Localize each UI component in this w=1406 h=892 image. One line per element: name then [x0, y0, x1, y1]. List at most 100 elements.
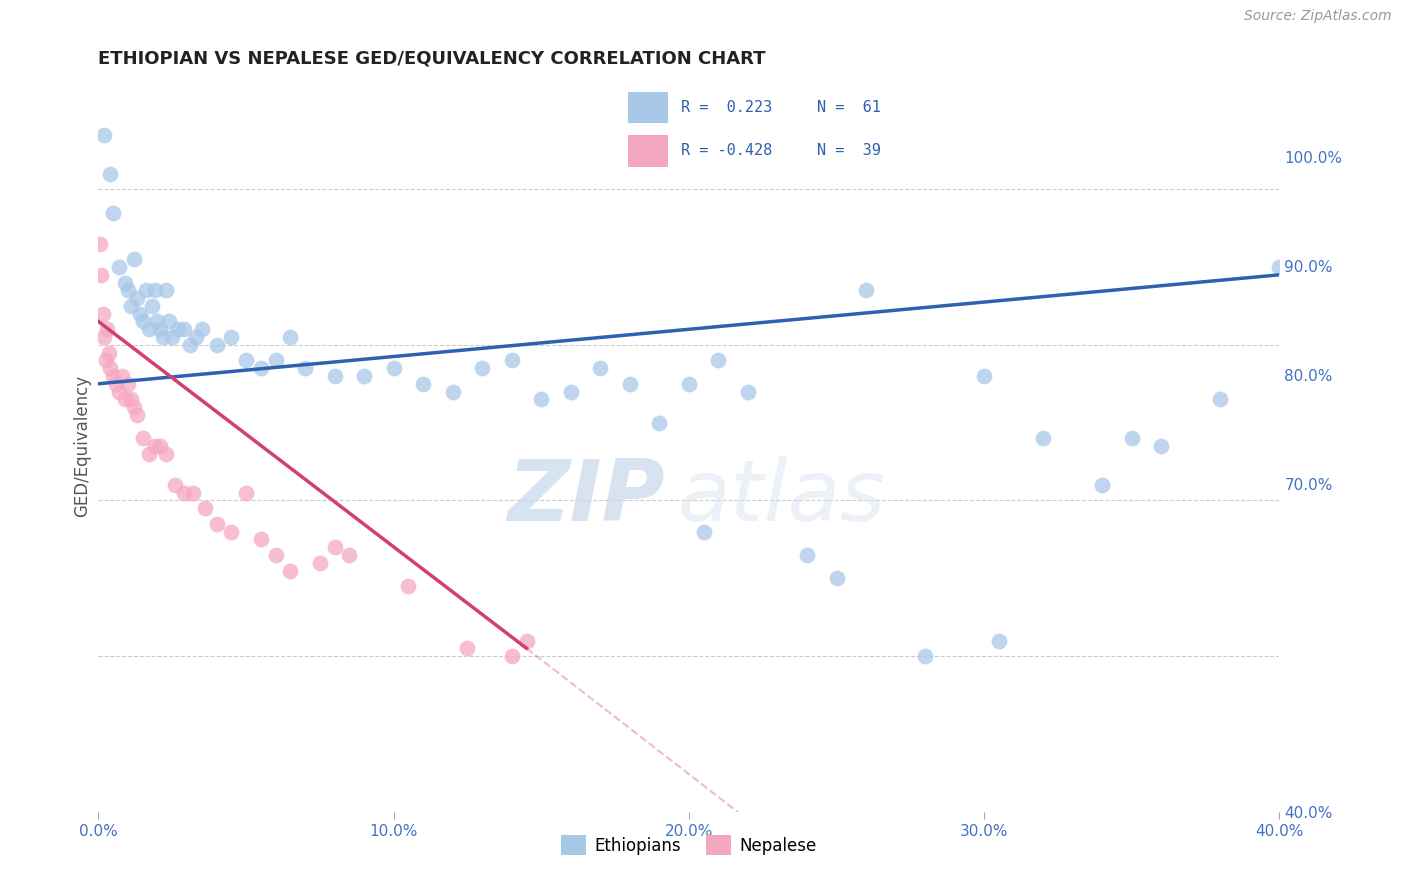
- Point: [205, 516, 228, 531]
- Point: [1268, 260, 1291, 274]
- Point: [125, 408, 148, 422]
- Point: [398, 579, 420, 593]
- Point: [149, 439, 172, 453]
- Point: [149, 322, 172, 336]
- Point: [94, 353, 117, 368]
- Point: [471, 361, 494, 376]
- Point: [125, 291, 148, 305]
- Point: [90, 268, 112, 282]
- Point: [294, 361, 316, 376]
- Text: R = -0.428: R = -0.428: [681, 144, 772, 159]
- Text: N =  39: N = 39: [817, 144, 880, 159]
- Y-axis label: GED/Equivalency: GED/Equivalency: [73, 375, 91, 517]
- Point: [221, 524, 243, 539]
- Point: [264, 548, 287, 562]
- Point: [973, 368, 995, 383]
- Point: [93, 128, 115, 142]
- Point: [122, 252, 145, 267]
- Point: [146, 314, 169, 328]
- Point: [97, 345, 120, 359]
- Point: [678, 376, 700, 391]
- Point: [98, 167, 121, 181]
- Point: [914, 649, 936, 664]
- Point: [825, 571, 848, 585]
- Point: [157, 314, 180, 328]
- Point: [111, 368, 134, 383]
- Point: [250, 361, 273, 376]
- Point: [382, 361, 405, 376]
- Point: [138, 322, 160, 336]
- Point: [619, 376, 641, 391]
- Point: [693, 524, 716, 539]
- Point: [103, 205, 125, 219]
- Point: [737, 384, 759, 399]
- Point: [89, 236, 111, 251]
- Point: [205, 338, 228, 352]
- Text: ETHIOPIAN VS NEPALESE GED/EQUIVALENCY CORRELATION CHART: ETHIOPIAN VS NEPALESE GED/EQUIVALENCY CO…: [98, 50, 766, 68]
- Point: [309, 556, 332, 570]
- Point: [143, 284, 166, 298]
- Point: [194, 501, 217, 516]
- Point: [117, 284, 139, 298]
- Point: [264, 353, 287, 368]
- Point: [152, 330, 174, 344]
- Point: [1091, 478, 1114, 492]
- Point: [648, 416, 671, 430]
- Point: [128, 307, 150, 321]
- Point: [91, 307, 114, 321]
- Point: [117, 376, 139, 391]
- Point: [138, 447, 160, 461]
- Point: [589, 361, 612, 376]
- Point: [412, 376, 434, 391]
- FancyBboxPatch shape: [628, 136, 668, 167]
- Point: [501, 353, 523, 368]
- Point: [103, 368, 125, 383]
- Point: [179, 338, 201, 352]
- Point: [122, 400, 145, 414]
- Point: [280, 564, 302, 578]
- Point: [184, 330, 207, 344]
- Point: [114, 276, 136, 290]
- Text: Source: ZipAtlas.com: Source: ZipAtlas.com: [1244, 9, 1392, 23]
- Text: N =  61: N = 61: [817, 100, 880, 115]
- Point: [173, 485, 195, 500]
- Point: [93, 330, 115, 344]
- Point: [96, 322, 118, 336]
- Point: [173, 322, 195, 336]
- Point: [516, 633, 538, 648]
- Point: [1032, 431, 1054, 445]
- Point: [323, 368, 346, 383]
- Point: [235, 353, 257, 368]
- Point: [167, 322, 190, 336]
- FancyBboxPatch shape: [628, 92, 668, 123]
- Text: atlas: atlas: [678, 456, 886, 539]
- Point: [143, 439, 166, 453]
- Point: [155, 447, 177, 461]
- Point: [141, 299, 163, 313]
- Point: [162, 330, 183, 344]
- Point: [114, 392, 136, 407]
- Point: [105, 376, 128, 391]
- Point: [353, 368, 375, 383]
- Point: [501, 649, 523, 664]
- Point: [120, 392, 142, 407]
- Point: [135, 284, 157, 298]
- Point: [1209, 392, 1232, 407]
- Legend: Ethiopians, Nepalese: Ethiopians, Nepalese: [554, 829, 824, 862]
- Point: [988, 633, 1011, 648]
- Point: [108, 260, 131, 274]
- Point: [221, 330, 243, 344]
- Point: [457, 641, 479, 656]
- Point: [108, 384, 131, 399]
- Point: [250, 533, 273, 547]
- Point: [132, 431, 155, 445]
- Point: [165, 478, 187, 492]
- Point: [280, 330, 302, 344]
- Point: [98, 361, 121, 376]
- Point: [155, 284, 177, 298]
- Point: [235, 485, 257, 500]
- Point: [560, 384, 582, 399]
- Point: [530, 392, 553, 407]
- Point: [1121, 431, 1143, 445]
- Text: R =  0.223: R = 0.223: [681, 100, 772, 115]
